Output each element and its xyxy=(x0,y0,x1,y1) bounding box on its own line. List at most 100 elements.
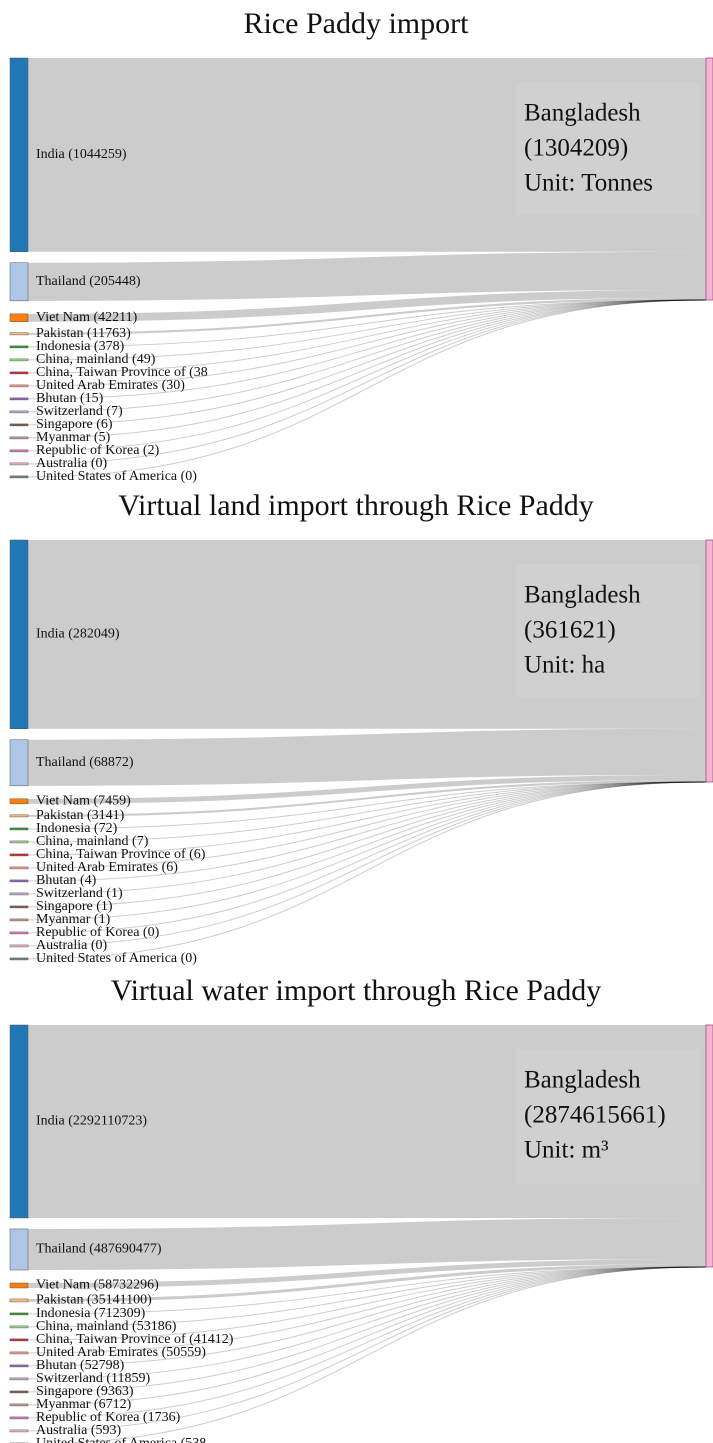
source-label: China, mainland (49) xyxy=(36,352,156,367)
source-label: Bhutan (4) xyxy=(36,873,97,888)
link xyxy=(27,251,707,301)
link xyxy=(27,1266,707,1380)
source-label: United States of America (0) xyxy=(36,951,197,966)
source-node xyxy=(9,905,29,909)
source-node xyxy=(9,1429,29,1433)
source-node xyxy=(9,1282,29,1289)
source-label: India (1044259) xyxy=(36,147,127,162)
source-label: Bhutan (15) xyxy=(36,391,104,406)
link xyxy=(27,781,707,869)
target-label-box xyxy=(516,564,700,697)
source-label: Thailand (487690477) xyxy=(36,1242,162,1257)
source-node xyxy=(9,423,29,427)
source-label: China, Taiwan Province of (38 xyxy=(36,365,208,380)
source-node xyxy=(9,931,29,935)
source-label: Republic of Korea (0) xyxy=(36,925,160,940)
link xyxy=(27,299,707,478)
target-label: Bangladesh xyxy=(524,100,641,127)
source-label: Australia (593) xyxy=(36,1423,121,1438)
link xyxy=(27,299,707,413)
source-label: Viet Nam (58732296) xyxy=(36,1278,159,1293)
source-label: Viet Nam (42211) xyxy=(36,310,138,325)
link xyxy=(27,781,707,947)
source-label: United States of America (0) xyxy=(36,469,197,484)
target-label: (2874615661) xyxy=(524,1102,666,1129)
source-label: China, mainland (53186) xyxy=(36,1319,177,1334)
target-label-box xyxy=(516,82,700,215)
sankey-chart: Virtual water import through Rice Paddy I… xyxy=(9,974,713,1443)
source-label: Australia (0) xyxy=(36,938,107,953)
source-label: Indonesia (712309) xyxy=(36,1306,146,1321)
source-label: Singapore (1) xyxy=(36,899,113,914)
source-node xyxy=(9,1403,29,1407)
source-node xyxy=(9,449,29,453)
sankey-chart: Virtual land import through Rice Paddy In… xyxy=(9,489,713,966)
link xyxy=(27,1266,707,1354)
target-label: Unit: Tonnes xyxy=(524,170,653,197)
source-node xyxy=(9,1351,29,1355)
source-label: China, Taiwan Province of (41412) xyxy=(36,1332,234,1347)
link xyxy=(27,1259,707,1288)
link xyxy=(27,1266,707,1419)
link xyxy=(27,779,707,817)
link xyxy=(27,1266,707,1367)
source-node xyxy=(9,262,29,302)
source-node xyxy=(9,1228,29,1271)
source-label: Indonesia (72) xyxy=(36,821,118,836)
source-label: Thailand (205448) xyxy=(36,274,141,289)
source-label: Australia (0) xyxy=(36,456,107,471)
source-label: China, Taiwan Province of (6) xyxy=(36,847,206,862)
source-node xyxy=(9,1024,29,1219)
source-node xyxy=(9,853,29,857)
source-node xyxy=(9,539,29,729)
link xyxy=(27,299,707,361)
link xyxy=(27,299,707,387)
link xyxy=(27,781,707,830)
source-node xyxy=(9,1312,29,1316)
source-node xyxy=(9,345,29,349)
target-node xyxy=(705,539,713,783)
chart-title: Rice Paddy import xyxy=(244,7,470,40)
source-label: Pakistan (3141) xyxy=(36,808,125,823)
link xyxy=(27,1266,707,1341)
source-label: Pakistan (35141100) xyxy=(36,1293,152,1308)
source-label: Myanmar (5) xyxy=(36,430,111,445)
target-label: (361621) xyxy=(524,617,616,644)
source-node xyxy=(9,57,29,253)
link xyxy=(27,781,707,895)
link xyxy=(27,1266,707,1432)
source-label: United Arab Emirates (6) xyxy=(36,860,178,875)
link xyxy=(27,289,707,322)
source-node xyxy=(9,814,29,818)
source-node xyxy=(9,410,29,414)
link xyxy=(27,299,707,439)
target-node xyxy=(705,57,713,301)
source-label: Singapore (9363) xyxy=(36,1384,134,1399)
source-node xyxy=(9,1390,29,1394)
link xyxy=(27,1266,707,1406)
source-node xyxy=(9,1298,29,1303)
link xyxy=(27,781,707,934)
link xyxy=(27,299,707,452)
link xyxy=(27,781,707,908)
link xyxy=(27,728,707,786)
source-label: Singapore (6) xyxy=(36,417,113,432)
source-node xyxy=(9,957,29,961)
link xyxy=(27,1266,707,1393)
source-node xyxy=(9,371,29,375)
link xyxy=(27,781,707,882)
source-label: Switzerland (1) xyxy=(36,886,123,901)
source-node xyxy=(9,866,29,870)
chart-title: Virtual land import through Rice Paddy xyxy=(118,489,594,522)
target-label: Unit: m³ xyxy=(524,1137,609,1164)
source-label: Myanmar (1) xyxy=(36,912,111,927)
source-node xyxy=(9,827,29,831)
source-node xyxy=(9,358,29,362)
sankey-chart: Rice Paddy import India (1044259) Thailand… xyxy=(9,7,713,484)
source-label: India (2292110723) xyxy=(36,1114,147,1129)
source-label: Republic of Korea (2) xyxy=(36,443,160,458)
source-node xyxy=(9,1364,29,1368)
link xyxy=(27,1217,707,1271)
link xyxy=(27,781,707,921)
source-label: United Arab Emirates (50559) xyxy=(36,1345,206,1360)
